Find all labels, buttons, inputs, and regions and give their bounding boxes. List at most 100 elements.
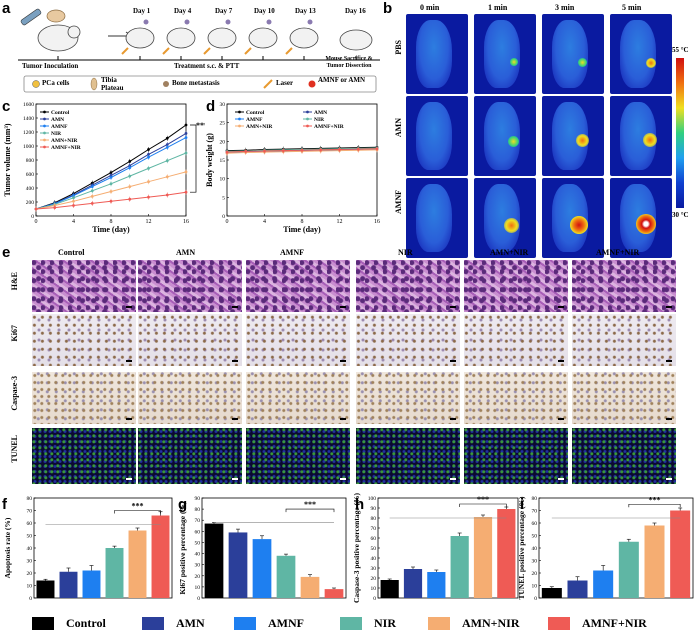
y-tick-label: 40	[195, 552, 201, 558]
y-tick-label: 60	[532, 521, 538, 527]
histology-tile-h-e-amnf	[246, 260, 350, 312]
x-tick-label: 12	[337, 219, 343, 225]
legend-amnf-or-amn: AMNF or AMN	[318, 76, 366, 84]
y-tick-label: 20	[27, 571, 33, 577]
legend-label: AMNF+NIR	[314, 124, 345, 130]
y-tick-label: 15	[220, 158, 226, 164]
legend-text-amn-nir: AMN+NIR	[462, 616, 520, 630]
x-tick-label: 8	[301, 219, 304, 225]
significance-bracket	[114, 510, 161, 514]
y-tick-label: 90	[195, 496, 201, 502]
scale-bar	[232, 478, 238, 480]
panel-label-h: h	[355, 496, 365, 513]
panel-label-d: d	[206, 98, 216, 115]
scale-bar	[126, 306, 132, 308]
day-label-1: Day 1	[133, 7, 151, 15]
legend-label: NIR	[314, 117, 325, 123]
legend-swatch-nir	[340, 617, 362, 630]
y-tick-label: 70	[532, 509, 538, 515]
bar-amnf-nir	[324, 589, 344, 598]
y-axis-label: Ki67 positive percentage (%)	[178, 501, 187, 594]
significance-stars: ***	[477, 495, 489, 504]
y-tick-label: 70	[27, 509, 33, 515]
thermal-amn-3	[542, 96, 604, 176]
legend-marker	[306, 117, 309, 121]
scale-bar	[558, 360, 564, 362]
x-axis-label: Time (day)	[92, 225, 130, 234]
histology-tile-caspase-3-nir	[356, 372, 460, 424]
y-tick-label: 10	[220, 177, 226, 183]
bar-amnf-nir	[151, 515, 170, 598]
plot-frame	[538, 497, 694, 599]
bar-amn	[567, 580, 588, 598]
y-axis-label: Caspase-3 positive percentage (%)	[352, 492, 361, 603]
day-label-4: Day 4	[174, 7, 192, 15]
histology-tile-tunel-amnf-nir	[572, 428, 676, 484]
significance-bracket	[190, 124, 197, 193]
y-tick-label: 20	[195, 574, 201, 580]
histology-tile-ki67-amn	[138, 314, 242, 366]
bar-control	[380, 580, 399, 598]
thermal-amn-0	[406, 96, 468, 176]
y-tick-label: 0	[197, 596, 200, 602]
histology-tile-ki67-nir	[356, 314, 460, 366]
legend-label: NIR	[51, 131, 62, 137]
histology-tile-caspase-3-amn-nir	[464, 372, 568, 424]
day-label-7: Day 7	[215, 7, 233, 15]
y-tick-label: 40	[371, 556, 377, 562]
y-tick-label: 80	[532, 496, 538, 502]
scale-bar	[232, 418, 238, 420]
body-weight-chart: 0 5 10 15 20 25 30 0 4 8 12 16 Time (day) Body weight…	[205, 102, 380, 234]
row-tunel: TUNEL	[10, 435, 19, 463]
legend-marker	[43, 117, 46, 121]
y-tick-label: 1600	[23, 102, 34, 108]
histology-tile-tunel-amnf	[246, 428, 350, 484]
panel-label-b: b	[383, 0, 393, 17]
y-axis-label: TUNEL positive percentage (%)	[517, 496, 526, 599]
histology-tile-caspase-3-amnf	[246, 372, 350, 424]
panel-label-f: f	[2, 496, 7, 513]
y-tick-label: 100	[368, 496, 377, 502]
scale-max-label: 55 °C	[672, 46, 689, 54]
scale-bar	[666, 306, 672, 308]
bar-amn	[403, 569, 423, 598]
row-amn: AMN	[394, 118, 403, 138]
x-tick-label: 4	[72, 219, 75, 225]
caspase3-chart: 0 10 20 30 40 50 60 70 80 90 100 Caspase-3 positive…	[352, 492, 519, 603]
panel-label-c: c	[2, 98, 11, 115]
bar-nir	[276, 555, 296, 598]
legend-label: AMN+NIR	[51, 138, 78, 144]
histology-tile-caspase-3-amnf-nir	[572, 372, 676, 424]
tunel-chart: 0 10 20 30 40 50 60 70 80 TUNEL positive percenta…	[517, 495, 694, 602]
y-tick-label: 80	[27, 496, 33, 502]
thermal-amnf-0	[406, 178, 468, 258]
thermal-amn-1	[474, 96, 536, 176]
row-he: H&E	[10, 272, 19, 291]
y-axis-label: Body weight (g)	[205, 133, 214, 187]
legend-label: AMNF+NIR	[51, 145, 82, 151]
scale-bar	[126, 478, 132, 480]
significance-stars: ***	[649, 495, 661, 504]
legend-label: AMN	[51, 117, 64, 123]
legend-tibia-plateau: Tibia Plateau	[101, 76, 124, 92]
legend-marker	[306, 110, 309, 114]
y-tick-label: 30	[27, 559, 33, 565]
histology-tile-caspase-3-amn	[138, 372, 242, 424]
sacrifice-label: Mouse Sacrifice & Tumor Dissection	[325, 56, 373, 69]
legend-label: AMN+NIR	[246, 124, 273, 130]
histology-tile-ki67-amn-nir	[464, 314, 568, 366]
legend-text-amnf: AMNF	[268, 616, 304, 630]
thermal-pbs-5	[610, 14, 672, 94]
legend-swatch-control	[32, 617, 54, 630]
y-tick-label: 50	[27, 534, 33, 540]
y-tick-label: 90	[371, 506, 377, 512]
legend-bone-metastasis: Bone metastasis	[172, 79, 220, 87]
significance-stars: ***	[304, 500, 316, 509]
y-tick-label: 0	[31, 214, 34, 220]
time-3min: 3 min	[555, 3, 575, 12]
y-tick-label: 30	[532, 559, 538, 565]
y-tick-label: 20	[371, 576, 377, 582]
scale-bar	[666, 418, 672, 420]
scale-bar	[558, 478, 564, 480]
row-pbs: PBS	[394, 40, 403, 55]
